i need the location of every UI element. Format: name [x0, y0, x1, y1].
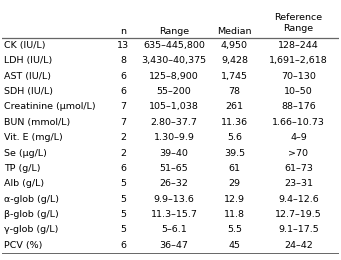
- Text: 1.30–9.9: 1.30–9.9: [153, 133, 194, 142]
- Text: 11.36: 11.36: [221, 118, 248, 127]
- Text: 7: 7: [120, 102, 127, 112]
- Text: >70: >70: [288, 148, 309, 158]
- Text: TP (g/L): TP (g/L): [4, 164, 40, 173]
- Text: 9,428: 9,428: [221, 56, 248, 66]
- Text: 5.5: 5.5: [227, 225, 242, 234]
- Text: 10–50: 10–50: [284, 87, 313, 96]
- Text: 6: 6: [120, 72, 127, 81]
- Text: 39.5: 39.5: [224, 148, 245, 158]
- Text: 55–200: 55–200: [157, 87, 191, 96]
- Text: 4–9: 4–9: [290, 133, 307, 142]
- Text: 5: 5: [120, 210, 127, 219]
- Text: Range: Range: [159, 27, 189, 36]
- Text: 36–47: 36–47: [160, 240, 188, 250]
- Text: Se (μg/L): Se (μg/L): [4, 148, 47, 158]
- Text: 1,691–2,618: 1,691–2,618: [269, 56, 328, 66]
- Text: n: n: [120, 27, 127, 36]
- Text: 1,745: 1,745: [221, 72, 248, 81]
- Text: 11.8: 11.8: [224, 210, 245, 219]
- Text: CK (IU/L): CK (IU/L): [4, 41, 45, 50]
- Text: 29: 29: [228, 179, 240, 188]
- Text: 5: 5: [120, 225, 127, 234]
- Text: 5.6: 5.6: [227, 133, 242, 142]
- Text: 128–244: 128–244: [278, 41, 319, 50]
- Text: Range: Range: [283, 24, 314, 34]
- Text: 61–73: 61–73: [284, 164, 313, 173]
- Text: 39–40: 39–40: [160, 148, 188, 158]
- Text: 24–42: 24–42: [284, 240, 313, 250]
- Text: 51–65: 51–65: [160, 164, 188, 173]
- Text: 3,430–40,375: 3,430–40,375: [141, 56, 206, 66]
- Text: 2.80–37.7: 2.80–37.7: [150, 118, 197, 127]
- Text: BUN (mmol/L): BUN (mmol/L): [4, 118, 70, 127]
- Text: 12.7–19.5: 12.7–19.5: [275, 210, 322, 219]
- Text: SDH (IU/L): SDH (IU/L): [4, 87, 53, 96]
- Text: 9.9–13.6: 9.9–13.6: [153, 194, 194, 204]
- Text: 5: 5: [120, 179, 127, 188]
- Text: PCV (%): PCV (%): [4, 240, 42, 250]
- Text: 5–6.1: 5–6.1: [161, 225, 187, 234]
- Text: 6: 6: [120, 164, 127, 173]
- Text: 4,950: 4,950: [221, 41, 248, 50]
- Text: 6: 6: [120, 87, 127, 96]
- Text: 261: 261: [225, 102, 243, 112]
- Text: 11.3–15.7: 11.3–15.7: [150, 210, 197, 219]
- Text: Alb (g/L): Alb (g/L): [4, 179, 44, 188]
- Text: 45: 45: [228, 240, 240, 250]
- Text: 13: 13: [117, 41, 129, 50]
- Text: 26–32: 26–32: [160, 179, 188, 188]
- Text: 105–1,038: 105–1,038: [149, 102, 199, 112]
- Text: 88–176: 88–176: [281, 102, 316, 112]
- Text: α-glob (g/L): α-glob (g/L): [4, 194, 59, 204]
- Text: LDH (IU/L): LDH (IU/L): [4, 56, 52, 66]
- Text: 9.1–17.5: 9.1–17.5: [278, 225, 319, 234]
- Text: 635–445,800: 635–445,800: [143, 41, 205, 50]
- Text: 125–8,900: 125–8,900: [149, 72, 199, 81]
- Text: 1.66–10.73: 1.66–10.73: [272, 118, 325, 127]
- Text: 70–130: 70–130: [281, 72, 316, 81]
- Text: 2: 2: [120, 133, 127, 142]
- Text: 78: 78: [228, 87, 240, 96]
- Text: Reference: Reference: [275, 13, 323, 22]
- Text: 8: 8: [120, 56, 127, 66]
- Text: γ-glob (g/L): γ-glob (g/L): [4, 225, 58, 234]
- Text: β-glob (g/L): β-glob (g/L): [4, 210, 59, 219]
- Text: Creatinine (μmol/L): Creatinine (μmol/L): [4, 102, 95, 112]
- Text: Vit. E (mg/L): Vit. E (mg/L): [4, 133, 62, 142]
- Text: 61: 61: [228, 164, 240, 173]
- Text: Median: Median: [217, 27, 252, 36]
- Text: 5: 5: [120, 194, 127, 204]
- Text: 23–31: 23–31: [284, 179, 313, 188]
- Text: 7: 7: [120, 118, 127, 127]
- Text: 9.4–12.6: 9.4–12.6: [278, 194, 319, 204]
- Text: 6: 6: [120, 240, 127, 250]
- Text: 2: 2: [120, 148, 127, 158]
- Text: AST (IU/L): AST (IU/L): [4, 72, 51, 81]
- Text: 12.9: 12.9: [224, 194, 245, 204]
